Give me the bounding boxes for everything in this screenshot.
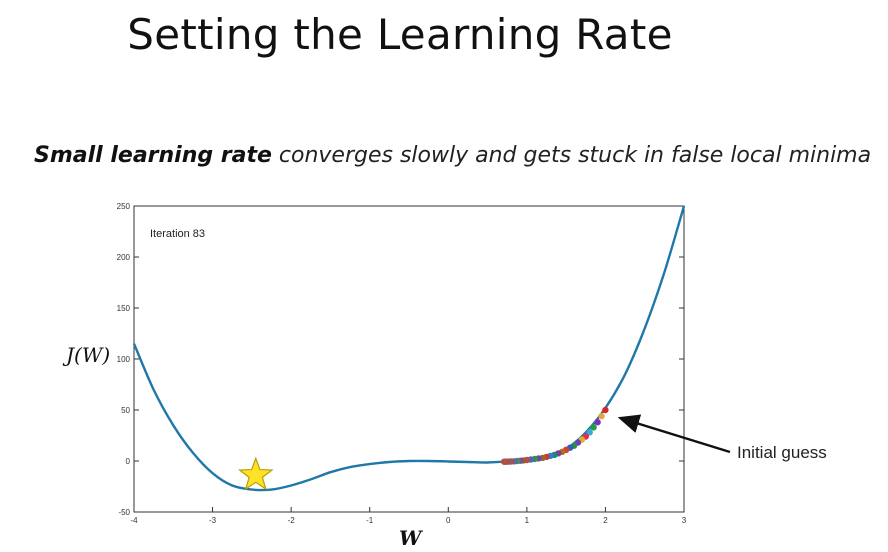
initial-guess-label: Initial guess	[737, 443, 827, 462]
gradient-step-point	[594, 419, 601, 426]
gradient-step-point	[598, 412, 605, 420]
slide-subtitle: Small learning rate converges slowly and…	[34, 143, 871, 168]
y-tick-label: 150	[117, 304, 131, 313]
x-axis-label: W	[399, 526, 422, 550]
x-tick-label: 3	[682, 516, 687, 525]
x-tick-label: -4	[130, 516, 138, 525]
x-tick-label: 0	[446, 516, 451, 525]
gradient-step-point	[500, 458, 508, 465]
y-tick-label: 0	[126, 457, 131, 466]
y-tick-label: 250	[117, 202, 131, 211]
x-tick-label: 2	[603, 516, 608, 525]
subtitle-text: converges slowly and gets stuck in false…	[271, 143, 872, 168]
x-axis-ticks: -4 -3 -2 -1 0 1 2 3	[130, 507, 687, 525]
y-tick-label: -50	[118, 508, 130, 517]
y-tick-label: 50	[121, 406, 130, 415]
y-axis-ticks: -50 0 50 100 150 200 250	[117, 202, 684, 517]
global-minimum-star	[237, 456, 274, 491]
loss-curve	[132, 205, 686, 492]
y-tick-label: 100	[117, 355, 131, 364]
x-tick-label: -3	[209, 516, 217, 525]
x-tick-label: -2	[288, 516, 296, 525]
subtitle-bold-text: Small learning rate	[34, 143, 272, 168]
annotation-arrow	[617, 414, 731, 454]
x-tick-label: 1	[525, 516, 530, 525]
gradient-step-point	[590, 424, 597, 431]
gradient-steps	[500, 406, 609, 465]
gradient-step-point	[602, 406, 609, 414]
gradient-step-point	[586, 429, 593, 436]
y-axis-label: J(W)	[66, 343, 111, 367]
x-tick-label: -1	[366, 516, 374, 525]
y-tick-label: 200	[117, 253, 131, 262]
iteration-label: Iteration 83	[150, 228, 206, 240]
slide-title: Setting the Learning Rate	[127, 10, 673, 59]
plot-frame	[133, 205, 685, 513]
